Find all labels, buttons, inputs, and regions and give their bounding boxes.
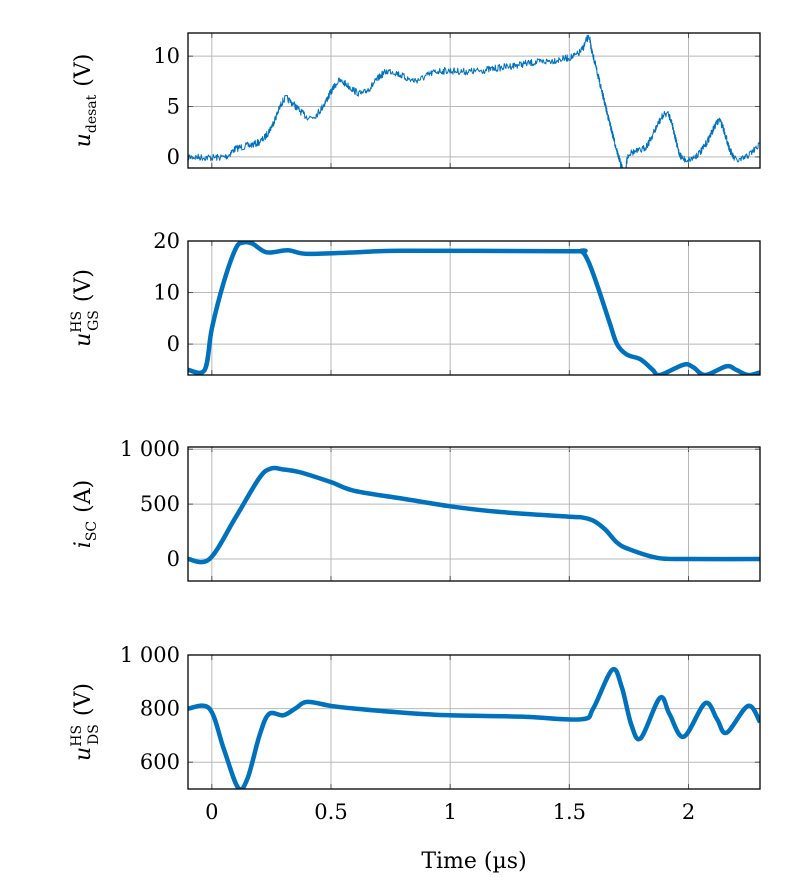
y-tick-label: 500 bbox=[140, 492, 180, 516]
y-label-superscript: HS bbox=[69, 311, 85, 333]
y-tick-label: 800 bbox=[140, 697, 180, 721]
y-label-subscript: GS bbox=[86, 310, 102, 331]
series-line bbox=[188, 34, 760, 168]
y-label-subscript: DS bbox=[86, 724, 102, 745]
y-tick-label: 10 bbox=[153, 281, 180, 305]
y-label-symbol: i bbox=[71, 541, 96, 548]
y-label-symbol: u bbox=[71, 333, 96, 347]
series-line bbox=[188, 666, 760, 789]
y-tick-label: 600 bbox=[140, 750, 180, 774]
y-tick-label: 1 000 bbox=[120, 643, 180, 667]
y-label-unit: (V) bbox=[71, 683, 96, 716]
y-label-unit: (V) bbox=[71, 54, 96, 87]
y-label-subscript: SC bbox=[84, 521, 100, 541]
x-tick-label: 1.5 bbox=[553, 800, 586, 824]
x-tick-label: 2 bbox=[682, 800, 695, 824]
y-label-superscript: HS bbox=[69, 725, 85, 747]
y-tick-label: 0 bbox=[167, 547, 180, 571]
x-tick-label: 1 bbox=[443, 800, 456, 824]
axes-frame bbox=[187, 240, 761, 376]
y-axis-label: iSC (A) bbox=[71, 480, 100, 548]
x-tick-label: 0.5 bbox=[314, 800, 347, 824]
subplot-3: 0 500 1 000 iSC (A) bbox=[71, 437, 761, 582]
y-tick-label: 1 000 bbox=[120, 437, 180, 461]
y-tick-label: 0 bbox=[167, 145, 180, 169]
y-label-unit: (V) bbox=[71, 269, 96, 302]
y-axis-label: udesat (V) bbox=[71, 54, 100, 148]
series-line bbox=[188, 465, 760, 565]
x-axis-label: Time (µs) bbox=[421, 849, 526, 874]
y-tick-label: 5 bbox=[167, 95, 180, 119]
y-tick-label: 0 bbox=[167, 332, 180, 356]
subplot-1: 0 5 10 udesat (V) bbox=[71, 32, 761, 169]
y-label-unit: (A) bbox=[71, 480, 96, 513]
y-label-symbol: u bbox=[71, 747, 96, 761]
subplot-2: 0 10 20 uHSGS (V) bbox=[69, 229, 761, 376]
y-axis-label: uHSGS (V) bbox=[69, 269, 102, 347]
y-label-subscript: desat bbox=[84, 94, 100, 133]
y-label-symbol: u bbox=[71, 133, 96, 147]
axes-frame bbox=[187, 32, 761, 169]
y-tick-label: 20 bbox=[153, 229, 180, 253]
series-line bbox=[188, 241, 760, 375]
x-tick-label: 0 bbox=[205, 800, 218, 824]
axes-frame bbox=[187, 654, 761, 790]
y-axis-label: uHSDS (V) bbox=[69, 683, 102, 761]
axes-frame bbox=[187, 446, 761, 582]
subplot-4: 600 800 1 000 uHSDS (V) 0 0.5 1 1.5 2 Time (µs) bbox=[69, 643, 761, 874]
y-tick-label: 10 bbox=[153, 44, 180, 68]
